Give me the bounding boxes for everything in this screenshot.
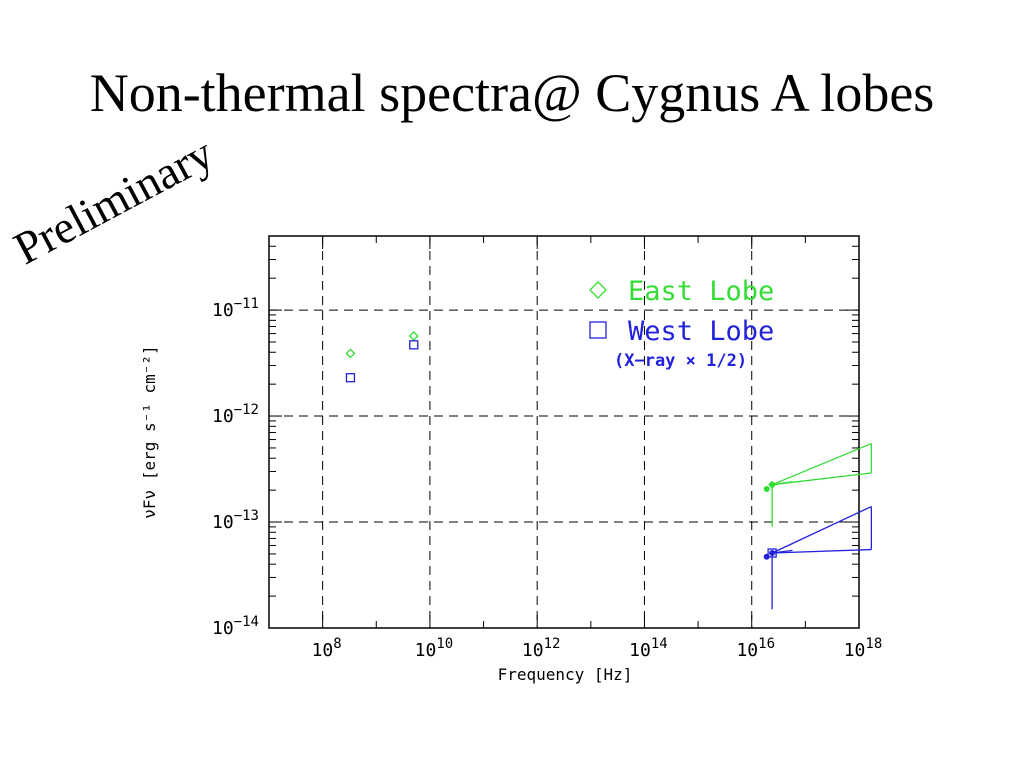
y-tick-label: 10−11 [212,296,259,321]
bowtie-edge [771,442,872,486]
y-tick-label: 10−12 [212,402,259,427]
square-marker [345,373,356,383]
bowtie-edge [771,505,872,554]
legend-label-east-lobe: East Lobe [628,276,774,307]
x-tick-label: 1014 [629,636,668,661]
diamond-marker [408,331,419,341]
slide-title: Non-thermal spectra@ Cygnus A lobes [89,63,935,123]
data-layer [345,331,873,610]
x-tick-label: 1018 [844,636,883,661]
x-tick-label: 108 [312,636,342,661]
square-marker [409,340,419,350]
east-lobe-series [345,331,873,527]
xray-point [763,485,770,492]
tick-layer [268,235,860,629]
west-lobe-series [345,340,873,610]
bowtie-edge [772,549,793,554]
legend-label-west-lobe: West Lobe [628,316,774,347]
bowtie-edge [772,481,793,486]
diamond-marker [345,348,356,359]
x-tick-label: 1010 [415,636,454,661]
x-tick-label: 1012 [522,636,561,661]
y-tick-label: 10−13 [212,508,259,533]
label-layer: 108 1010 1012 1014 1016 1018 10−14 10−13 10−12 10… [212,296,882,661]
square-marker [589,321,607,339]
y-axis-label: νFν [erg s⁻¹ cm⁻²] [140,345,159,518]
x-tick-label: 1016 [736,636,775,661]
xray-scale-annotation: (X−ray × 1/2) [614,351,747,371]
legend: East Lobe West Lobe (X−ray × 1/2) [589,276,774,371]
bowtie-edge [772,548,872,554]
y-tick-label: 10−14 [212,614,259,639]
diamond-marker [589,281,607,299]
x-axis-label: Frequency [Hz] [498,665,633,684]
